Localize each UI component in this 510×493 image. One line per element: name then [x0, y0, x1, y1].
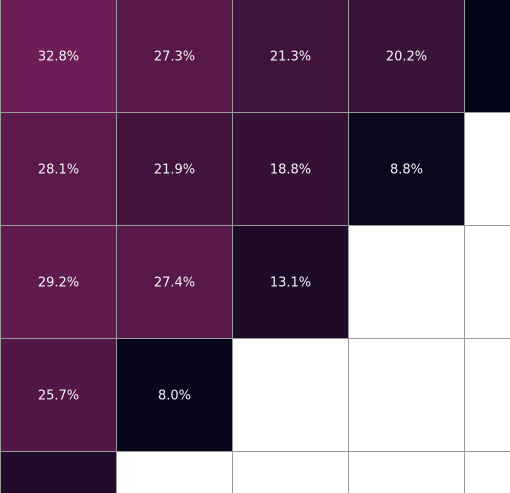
heatmap-cell-label: 28.1%: [38, 163, 79, 178]
heatmap-cell-label: 27.3%: [154, 50, 195, 65]
heatmap-cell-label: 8.8%: [390, 163, 423, 178]
heatmap-empty-cell: [464, 338, 510, 452]
heatmap-empty-cell: [464, 112, 510, 226]
heatmap-cell-label: 21.9%: [154, 163, 195, 178]
heatmap-empty-cell: [348, 451, 465, 493]
heatmap-cell: [116, 225, 233, 339]
heatmap-empty-cell: [348, 225, 465, 339]
heatmap-cell: [232, 0, 349, 113]
heatmap-empty-cell: [232, 338, 349, 452]
heatmap-empty-cell: [348, 338, 465, 452]
heatmap-empty-cell: [464, 225, 510, 339]
heatmap-cell: [348, 0, 465, 113]
heatmap-cell: [116, 338, 233, 452]
heatmap-cell: [464, 0, 510, 113]
heatmap-cell-label: 13.1%: [270, 276, 311, 291]
heatmap-cell: [348, 112, 465, 226]
heatmap-cell-label: 29.2%: [38, 276, 79, 291]
heatmap-cell: [232, 225, 349, 339]
heatmap-cell-label: 27.4%: [154, 276, 195, 291]
heatmap-cell-label: 8.0%: [158, 389, 191, 404]
heatmap-cell: [0, 451, 117, 493]
heatmap-cell: [0, 225, 117, 339]
heatmap-cell-label: 25.7%: [38, 389, 79, 404]
heatmap-cell-label: 21.3%: [270, 50, 311, 65]
heatmap-cell: [116, 0, 233, 113]
heatmap-cell-label: 32.8%: [38, 50, 79, 65]
heatmap-cell-label: 18.8%: [270, 163, 311, 178]
heatmap-cell: [0, 0, 117, 113]
heatmap-empty-cell: [464, 451, 510, 493]
heatmap-cell: [0, 112, 117, 226]
heatmap-empty-cell: [116, 451, 233, 493]
heatmap-cell-label: 20.2%: [386, 50, 427, 65]
heatmap-empty-cell: [232, 451, 349, 493]
